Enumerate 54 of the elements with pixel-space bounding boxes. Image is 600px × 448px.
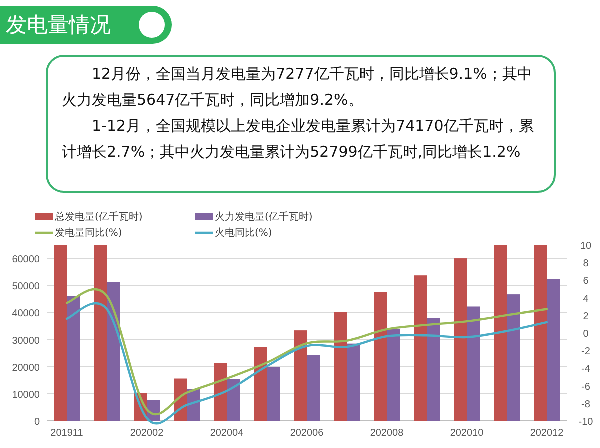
bar bbox=[214, 363, 227, 421]
bar bbox=[94, 245, 107, 421]
bar bbox=[414, 276, 427, 421]
y2-tick-label: 6 bbox=[583, 276, 590, 288]
y-tick-label: 20000 bbox=[12, 362, 40, 374]
chart-title: 发电量情况 bbox=[6, 12, 111, 38]
y2-tick-label: 10 bbox=[580, 241, 592, 252]
y-tick-label: 0 bbox=[34, 417, 40, 428]
x-tick-label: 202004 bbox=[210, 428, 244, 439]
y-tick-label: 10000 bbox=[12, 390, 40, 401]
y-tick-label: 50000 bbox=[12, 282, 40, 293]
y2-tick-label: 0 bbox=[583, 329, 590, 340]
bar bbox=[67, 296, 80, 421]
bar bbox=[534, 245, 547, 421]
bar bbox=[494, 245, 507, 421]
y2-tick-label: -4 bbox=[582, 364, 591, 376]
bar bbox=[254, 347, 267, 421]
text: 12月份，全国当月发电量为7277亿千瓦时，同比增长9.1%；其中火力发电量5647亿千瓦时，同比增加9.2%。 bbox=[62, 64, 534, 111]
bar bbox=[374, 292, 387, 421]
x-tick-label: 202006 bbox=[290, 428, 324, 439]
y2-tick-label: 4 bbox=[583, 294, 590, 305]
x-tick-label: 202008 bbox=[370, 428, 404, 439]
bar bbox=[467, 306, 480, 421]
legend-label: 发电量同比(%) bbox=[55, 227, 122, 239]
bar bbox=[294, 330, 307, 421]
legend-label: 火电同比(%) bbox=[215, 227, 272, 239]
y2-tick-label: 8 bbox=[583, 258, 590, 270]
x-tick-label: 202012 bbox=[530, 428, 564, 439]
x-tick-label: 201911 bbox=[50, 428, 84, 439]
bar bbox=[334, 312, 347, 421]
x-tick-label: 202002 bbox=[130, 428, 164, 439]
y2-tick-label: -6 bbox=[582, 382, 591, 393]
text: 1-12月，全国规模以上发电企业发电量累计为74170亿千瓦时，累计增长2.7%；其中火力发电量累计为52799亿千瓦时,同比增长1.2% bbox=[62, 116, 535, 163]
x-tick-label: 202010 bbox=[450, 428, 484, 439]
bar bbox=[227, 379, 240, 421]
y2-tick-label: -8 bbox=[582, 399, 591, 410]
y-tick-label: 60000 bbox=[12, 254, 40, 266]
legend-label: 火力发电量(亿千瓦时) bbox=[215, 211, 313, 223]
bar bbox=[107, 282, 120, 421]
bar bbox=[347, 344, 360, 421]
bar bbox=[507, 294, 520, 421]
bar bbox=[547, 279, 560, 421]
y2-tick-label: -10 bbox=[578, 417, 594, 428]
bar bbox=[387, 328, 400, 421]
bar bbox=[427, 318, 440, 421]
y2-tick-label: -2 bbox=[582, 346, 591, 358]
bar bbox=[307, 355, 320, 421]
y-tick-label: 30000 bbox=[12, 336, 40, 347]
legend-label: 总发电量(亿千瓦时) bbox=[54, 211, 143, 223]
bar bbox=[267, 367, 280, 421]
y2-tick-label: 2 bbox=[583, 311, 590, 322]
y-tick-label: 40000 bbox=[12, 308, 40, 320]
bar bbox=[54, 245, 67, 421]
bar bbox=[454, 258, 467, 421]
